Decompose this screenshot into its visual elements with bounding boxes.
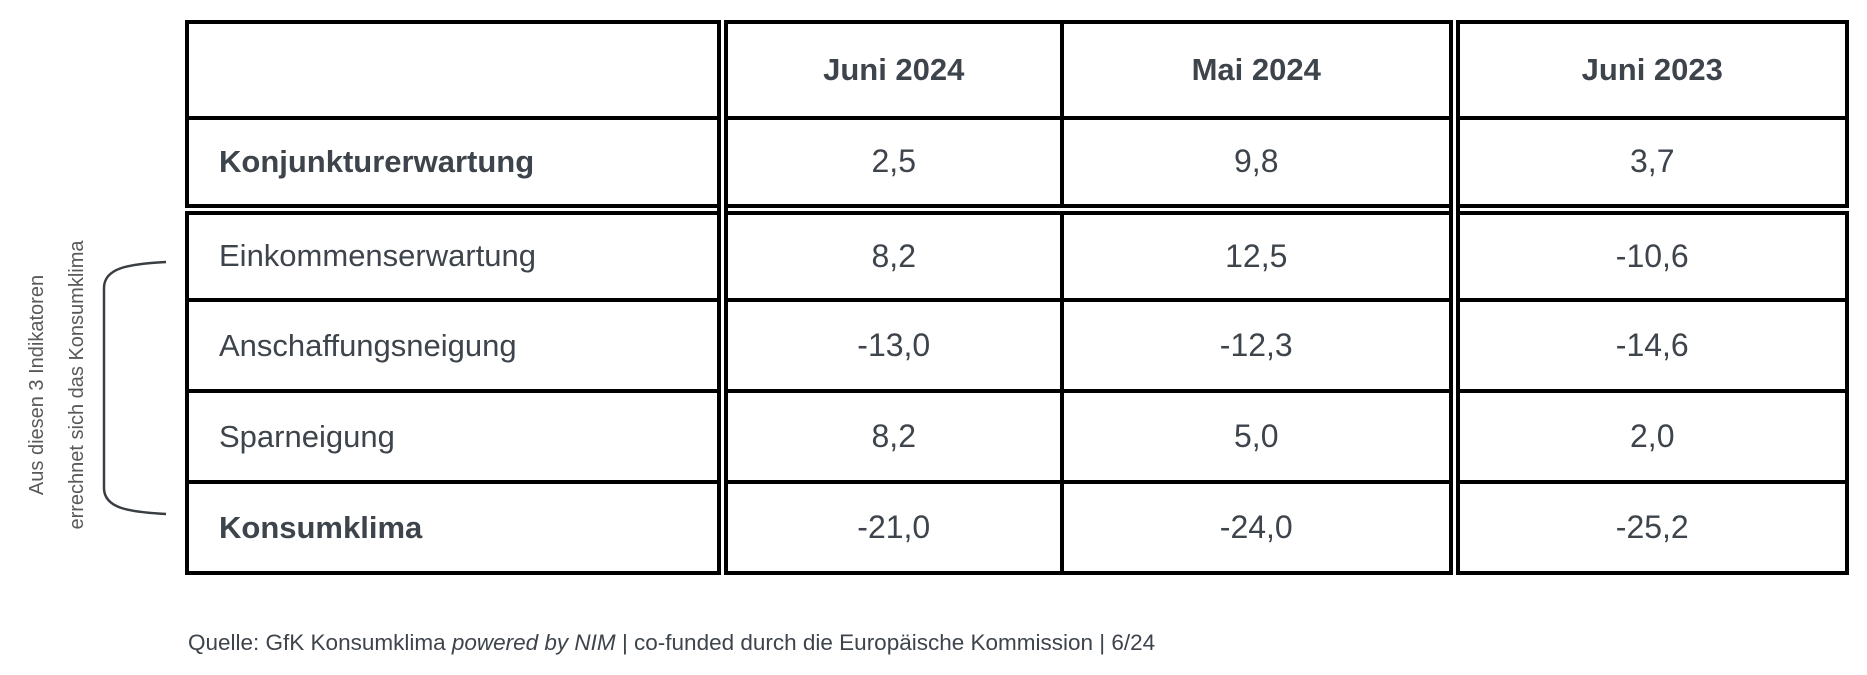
- konsumklima-table: Juni 2024 Mai 2024 Juni 2023 Konjunkture…: [185, 20, 1849, 575]
- cell-konsumklima-juni-2023: -25,2: [1448, 480, 1849, 575]
- cell-konjunkturerwartung-mai-2024: 9,8: [1060, 116, 1456, 211]
- cell-einkommenserwartung-juni-2023: -10,6: [1448, 203, 1849, 302]
- table-row-einkommenserwartung: Einkommenserwartung 8,2 12,5 -10,6: [185, 203, 1849, 302]
- source-note-powered-by: powered by NIM: [451, 630, 616, 655]
- cell-sparneigung-juni-2024: 8,2: [716, 389, 1064, 484]
- cell-konjunkturerwartung-juni-2023: 3,7: [1448, 116, 1849, 211]
- row-label-einkommenserwartung: Einkommenserwartung: [185, 203, 724, 302]
- corner-cell: [185, 20, 724, 120]
- cell-sparneigung-juni-2023: 2,0: [1448, 389, 1849, 484]
- source-note-suffix: | co-funded durch die Europäische Kommis…: [615, 630, 1156, 655]
- cell-konsumklima-juni-2024: -21,0: [716, 480, 1064, 575]
- cell-anschaffungsneigung-juni-2024: -13,0: [716, 298, 1064, 393]
- cell-konjunkturerwartung-juni-2024: 2,5: [716, 116, 1064, 211]
- source-note-prefix: Quelle: GfK Konsumklima: [188, 630, 452, 655]
- bracket-graphic: [102, 260, 167, 516]
- table-row-konsumklima: Konsumklima -21,0 -24,0 -25,2: [185, 480, 1849, 575]
- table-row-sparneigung: Sparneigung 8,2 5,0 2,0: [185, 389, 1849, 484]
- row-label-konjunkturerwartung: Konjunkturerwartung: [185, 116, 724, 211]
- row-label-konsumklima: Konsumklima: [185, 480, 724, 575]
- column-header-juni-2024: Juni 2024: [716, 20, 1064, 120]
- row-label-sparneigung: Sparneigung: [185, 389, 724, 484]
- cell-sparneigung-mai-2024: 5,0: [1060, 389, 1456, 484]
- side-annotation-line-1: Aus diesen 3 Indikatoren: [26, 274, 48, 496]
- cell-anschaffungsneigung-juni-2023: -14,6: [1448, 298, 1849, 393]
- table-row-anschaffungsneigung: Anschaffungsneigung -13,0 -12,3 -14,6: [185, 298, 1849, 393]
- side-annotation-line-2: errechnet sich das Konsumklima: [66, 240, 88, 530]
- side-annotation: Aus diesen 3 Indikatoren errechnet sich …: [17, 220, 97, 550]
- cell-anschaffungsneigung-mai-2024: -12,3: [1060, 298, 1456, 393]
- table-row-konjunkturerwartung: Konjunkturerwartung 2,5 9,8 3,7: [185, 116, 1849, 211]
- header-row: Juni 2024 Mai 2024 Juni 2023: [185, 20, 1849, 120]
- cell-einkommenserwartung-mai-2024: 12,5: [1060, 203, 1456, 302]
- column-header-mai-2024: Mai 2024: [1060, 20, 1456, 120]
- source-note: Quelle: GfK Konsumklima powered by NIM |…: [188, 630, 1155, 656]
- row-label-anschaffungsneigung: Anschaffungsneigung: [185, 298, 724, 393]
- cell-konsumklima-mai-2024: -24,0: [1060, 480, 1456, 575]
- column-header-juni-2023: Juni 2023: [1448, 20, 1849, 120]
- cell-einkommenserwartung-juni-2024: 8,2: [716, 203, 1064, 302]
